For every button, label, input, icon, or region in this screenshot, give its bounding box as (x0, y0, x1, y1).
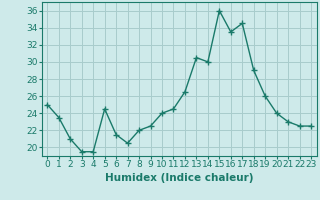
X-axis label: Humidex (Indice chaleur): Humidex (Indice chaleur) (105, 173, 253, 183)
